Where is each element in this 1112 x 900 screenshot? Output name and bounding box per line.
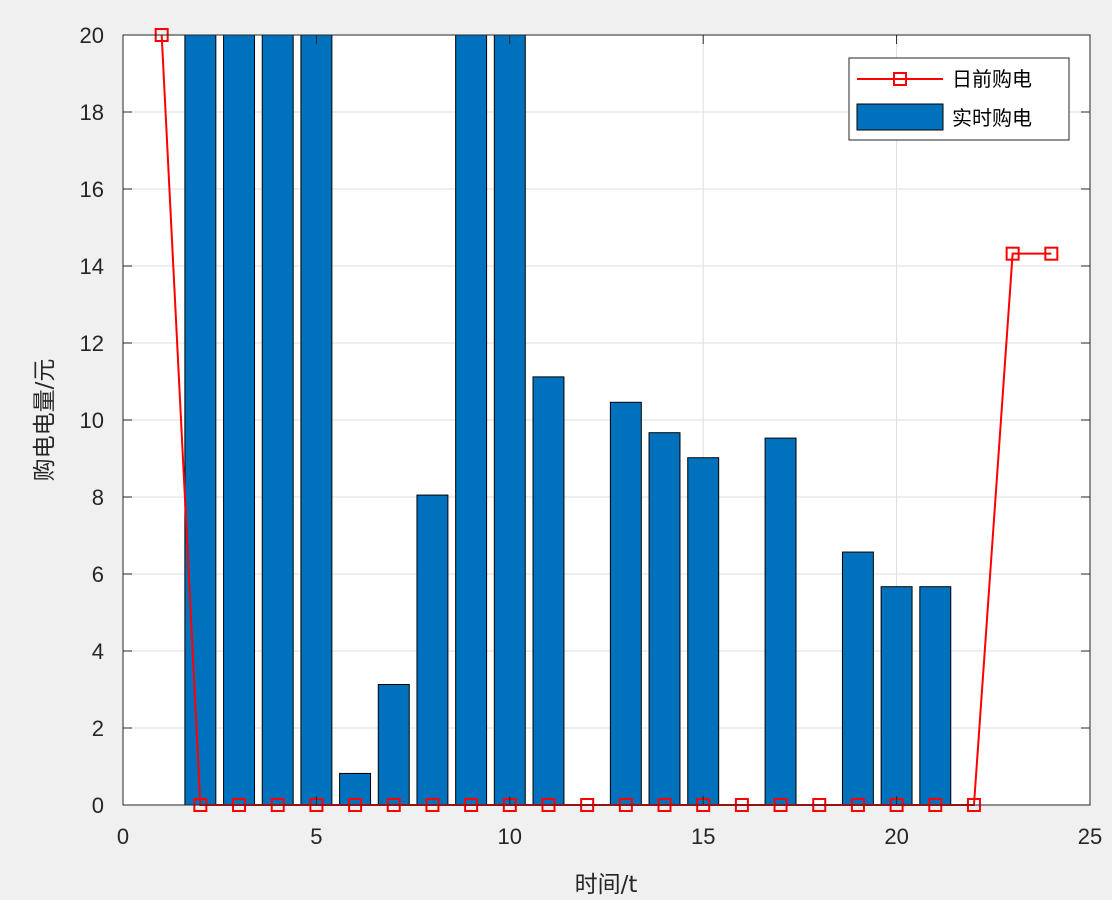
bar [609,401,642,806]
bar [455,34,488,806]
legend: 日前购电 实时购电 [848,57,1070,141]
x-tick-label: 5 [310,824,322,849]
y-axis-label: 购电电量/元 [32,359,58,482]
bar [764,437,797,806]
y-tick-label: 20 [80,23,104,48]
bar-series [146,34,1067,806]
y-tick-label: 12 [80,331,104,356]
y-tick-label: 10 [80,408,104,433]
legend-label-dayahead: 日前购电 [952,67,1032,91]
bar [223,34,256,806]
legend-bar-swatch [856,103,944,131]
bar [339,772,372,806]
bar [493,34,526,806]
x-tick-label: 10 [498,824,522,849]
y-tick-label: 2 [92,716,104,741]
bar [377,683,410,806]
bar [300,34,333,806]
bar [919,586,952,806]
bar [687,457,720,806]
bar [880,586,913,806]
x-tick-label: 15 [691,824,715,849]
bar [416,494,449,806]
y-tick-label: 14 [80,254,104,279]
y-tick-label: 6 [92,562,104,587]
y-tick-label: 4 [92,639,104,664]
y-tick-label: 16 [80,177,104,202]
y-tick-label: 18 [80,100,104,125]
legend-label-realtime: 实时购电 [952,106,1032,130]
axes: 0 5 10 15 20 25 0 2 4 6 8 10 12 14 16 18 20 [80,23,1103,849]
x-axis-label: 时间/t [575,872,638,898]
line-point [1044,246,1059,261]
bar [184,34,217,806]
bar [261,34,294,806]
y-tick-label: 8 [92,485,104,510]
bar [648,432,681,806]
line-point [1005,246,1020,261]
bar [841,551,874,806]
x-tick-label: 20 [884,824,908,849]
x-tick-label: 0 [117,824,129,849]
bar [532,376,565,806]
x-tick-label: 25 [1078,824,1102,849]
y-tick-label: 0 [92,793,104,818]
legend-line-marker [893,72,907,86]
